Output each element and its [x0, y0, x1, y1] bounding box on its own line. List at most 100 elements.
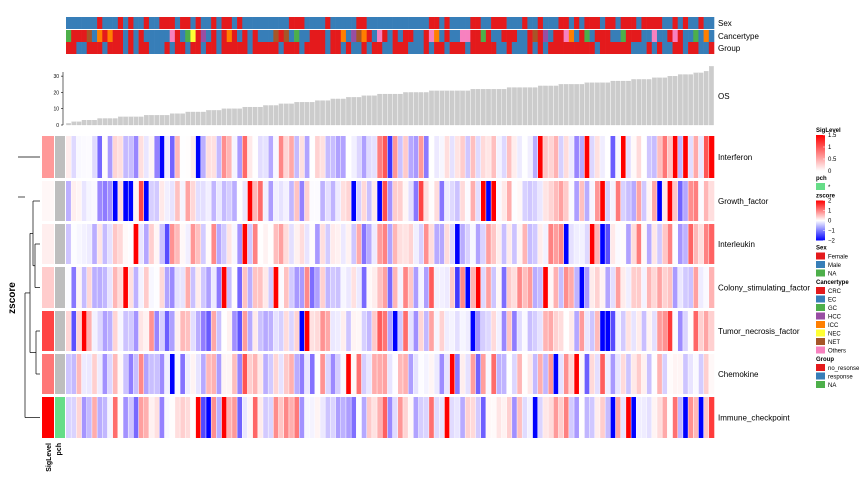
group-cell: [351, 42, 357, 54]
group-cell: [584, 42, 590, 54]
cancertype-cell: [428, 30, 435, 42]
group-cell: [392, 42, 399, 54]
sex-cell: [688, 17, 694, 29]
heatmap-cell: [288, 354, 295, 394]
heatmap-cell: [200, 267, 207, 308]
heatmap-cell: [491, 136, 497, 178]
heatmap-cell: [356, 181, 362, 221]
heatmap-cell: [76, 397, 82, 438]
heatmap-cell: [133, 181, 139, 221]
cancertype-cell: [314, 30, 321, 42]
heatmap-cell: [636, 311, 642, 351]
group-cell: [387, 42, 393, 54]
heatmap-cell: [309, 136, 316, 178]
cancertype-cell: [345, 30, 352, 42]
sex-cell: [548, 17, 554, 29]
row-label-tumor-necrosis-factor: Tumor_necrosis_factor: [718, 327, 800, 336]
os-bar: [553, 85, 559, 126]
heatmap-cell: [527, 311, 533, 351]
heatmap-cell: [413, 354, 419, 394]
sex-cell: [91, 17, 98, 29]
cancertype-cell: [257, 30, 264, 42]
heatmap-cell: [273, 181, 279, 221]
sex-cell: [361, 17, 367, 29]
cancertype-cell: [325, 30, 331, 42]
heatmap-cell: [465, 136, 471, 178]
cancertype-cell: [387, 30, 393, 42]
os-bar: [112, 118, 118, 126]
cancertype-cell: [672, 30, 679, 42]
legend-swatch: [816, 295, 825, 303]
heatmap-cell: [382, 311, 388, 351]
group-cell: [688, 42, 694, 54]
heatmap-cell: [454, 354, 461, 394]
heatmap-cell: [397, 224, 404, 264]
heatmap-cell: [449, 224, 456, 264]
heatmap-cell: [138, 354, 145, 394]
heatmap-cell: [641, 311, 647, 351]
heatmap-cell: [76, 181, 82, 221]
heatmap-cell: [299, 354, 305, 394]
cancertype-cell: [216, 30, 222, 42]
heatmap-cell: [579, 267, 585, 308]
cancertype-cell: [641, 30, 647, 42]
sex-cell: [164, 17, 170, 29]
heatmap-cell: [496, 181, 502, 221]
sex-cell: [128, 17, 134, 29]
sex-cell: [418, 17, 424, 29]
heatmap-cell: [501, 354, 507, 394]
os-bar: [149, 115, 154, 126]
cancertype-cell: [117, 30, 124, 42]
os-bar: [641, 79, 647, 126]
cancertype-cell: [605, 30, 611, 42]
heatmap-cell: [294, 311, 300, 351]
os-bar: [242, 106, 248, 126]
cancertype-cell: [351, 30, 357, 42]
sex-cell: [553, 17, 559, 29]
os-bar: [87, 120, 92, 126]
heatmap-cell: [599, 311, 606, 351]
heatmap-cell: [465, 224, 471, 264]
cancertype-cell: [574, 30, 580, 42]
group-cell: [625, 42, 632, 54]
heatmap-cell: [226, 354, 233, 394]
heatmap-cell: [371, 267, 378, 308]
cancertype-cell: [299, 30, 305, 42]
os-bar: [76, 121, 82, 126]
heatmap-cell: [86, 136, 93, 178]
group-cell: [522, 42, 528, 54]
heatmap-cell: [501, 267, 507, 308]
heatmap-cell: [195, 397, 202, 438]
heatmap-cell: [605, 397, 611, 438]
os-bar: [138, 116, 144, 126]
heatmap-cell: [294, 397, 300, 438]
heatmap-cell: [138, 224, 145, 264]
heatmap-cell: [610, 354, 616, 394]
heatmap-cell: [454, 136, 461, 178]
os-bar: [444, 90, 450, 126]
heatmap-cell: [605, 181, 611, 221]
heatmap-cell: [542, 224, 549, 264]
sex-cell: [200, 17, 207, 29]
sex-cell: [703, 17, 710, 29]
heatmap-cell: [579, 311, 585, 351]
heatmap-cell: [128, 311, 134, 351]
heatmap-cell: [304, 397, 310, 438]
heatmap-cell: [262, 136, 269, 178]
heatmap-cell: [454, 267, 461, 308]
heatmap-cell: [190, 311, 196, 351]
sex-cell: [439, 17, 445, 29]
heatmap-cell: [382, 136, 388, 178]
heatmap-cell: [148, 354, 155, 394]
group-cell: [444, 42, 450, 54]
heatmap-cell: [413, 136, 419, 178]
group-cell: [537, 42, 544, 54]
heatmap-cell: [262, 354, 269, 394]
heatmap-cell: [444, 311, 450, 351]
heatmap-cell: [304, 181, 310, 221]
heatmap-cell: [444, 224, 450, 264]
heatmap-cell: [553, 311, 559, 351]
group-cell: [309, 42, 316, 54]
heatmap-cell: [247, 311, 253, 351]
os-bar: [377, 93, 382, 126]
